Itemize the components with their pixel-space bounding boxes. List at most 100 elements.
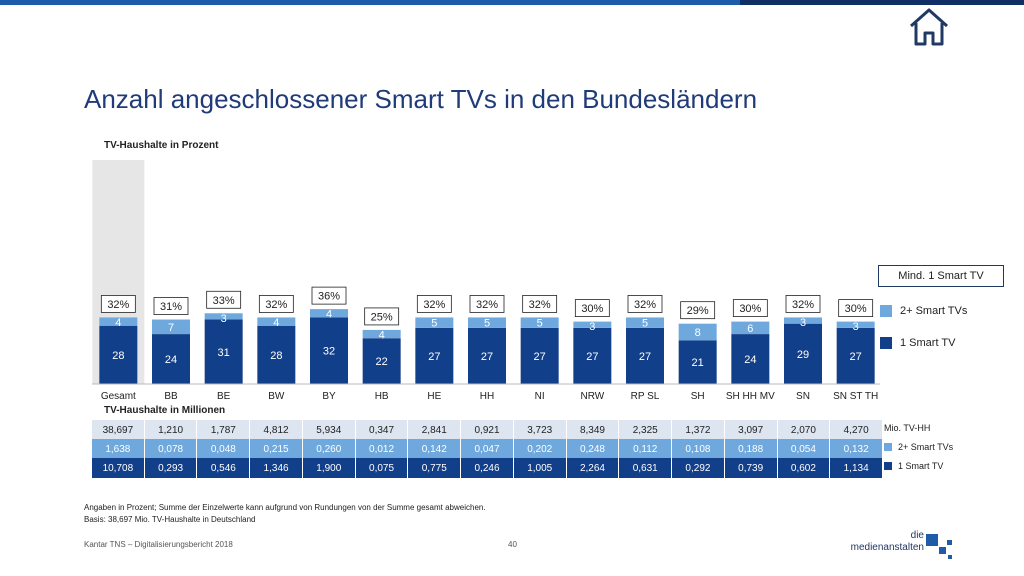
bar-one-smart-tv — [257, 325, 296, 384]
legend-plus-label: 2+ Smart TVs — [900, 305, 968, 317]
top-bar — [0, 0, 1024, 5]
bar-plus-smart-tv — [573, 321, 612, 328]
table-cell-one: 0,739 — [725, 458, 778, 478]
table-cell-total: 0,921 — [461, 420, 514, 440]
total-label-box — [469, 295, 505, 313]
table-cell-plus: 0,215 — [250, 439, 303, 459]
total-label: 32% — [423, 299, 445, 311]
bar-plus-smart-tv — [468, 317, 506, 328]
table-cell-one: 0,602 — [778, 458, 831, 478]
table-cell-plus: 0,260 — [303, 439, 356, 459]
data-label-plus: 8 — [695, 327, 701, 339]
data-label-one: 28 — [112, 350, 124, 362]
total-label: 32% — [634, 299, 656, 311]
total-label-box — [258, 295, 294, 313]
legend-plus: 2+ Smart TVs — [880, 305, 967, 317]
table-cell-total: 3,723 — [514, 420, 567, 440]
data-label-one: 27 — [481, 351, 493, 363]
total-label: 33% — [213, 295, 235, 307]
table-cell-plus: 0,054 — [778, 439, 831, 459]
table-cell-one: 0,075 — [356, 458, 409, 478]
top-bar-accent — [740, 0, 1024, 5]
table-cell-total: 1,210 — [145, 420, 198, 440]
data-label-one: 29 — [797, 349, 809, 361]
table-cell-one: 0,631 — [619, 458, 673, 478]
chart-subtitle: TV-Haushalte in Prozent — [104, 140, 219, 151]
bar-plus-smart-tv — [152, 319, 190, 335]
bar-one-smart-tv — [784, 323, 822, 384]
table-subtitle: TV-Haushalte in Millionen — [104, 405, 226, 416]
data-label-one: 32 — [323, 346, 335, 358]
total-label: 31% — [160, 301, 182, 313]
bar-plus-smart-tv — [520, 317, 559, 328]
bar-plus-smart-tv — [310, 309, 348, 318]
table-cell-one: 0,775 — [408, 458, 462, 478]
total-label: 30% — [581, 303, 603, 315]
total-label: 32% — [107, 299, 129, 311]
category-label: BW — [268, 391, 285, 402]
bar-plus-smart-tv — [204, 313, 243, 320]
note-rounding: Angaben in Prozent; Summe der Einzelwert… — [84, 503, 486, 512]
table-cell-total: 4,270 — [843, 424, 869, 436]
bar-one-smart-tv — [678, 340, 717, 384]
table-cell-plus: 0,202 — [514, 439, 567, 459]
bar-plus-smart-tv — [415, 317, 454, 328]
data-label-plus: 5 — [484, 318, 490, 330]
table-cell-plus: 0,142 — [408, 439, 462, 459]
stacked-bar-chart: 28432%Gesamt24731%BB31333%BE28432%BW3243… — [92, 160, 880, 402]
data-label-one: 21 — [692, 357, 704, 369]
data-label-plus: 3 — [221, 313, 227, 325]
data-label-plus: 7 — [168, 322, 174, 334]
footer-source: Kantar TNS – Digitalisierungsbericht 201… — [84, 540, 233, 549]
table-cell-plus: 0,108 — [672, 439, 725, 459]
table-label-plus-text: 2+ Smart TVs — [898, 442, 954, 452]
table-row-total: 38,697 1,210 1,787 4,812 5,934 0,347 2,841 0,92… — [92, 420, 882, 440]
total-label-box — [732, 299, 768, 318]
bar-plus-smart-tv — [626, 317, 664, 328]
legend-one-swatch — [880, 337, 892, 349]
table-row-plus: 1,638 0,078 0,048 0,215 0,260 0,012 0,142 0,047… — [92, 439, 882, 459]
table-cell-plus: 1,638 — [92, 439, 145, 459]
table-cell-total: 3,097 — [725, 420, 778, 440]
total-label-box — [364, 307, 400, 326]
note-basis: Basis: 38,697 Mio. TV-Haushalte in Deuts… — [84, 515, 256, 524]
total-label-box — [574, 299, 610, 318]
table-cell-plus: 0,132 — [843, 443, 869, 455]
bar-one-smart-tv — [362, 338, 401, 384]
table-label-plus-swatch — [884, 443, 892, 451]
table-cell-total: 1,372 — [672, 420, 725, 440]
table-cell-one: 0,293 — [145, 458, 198, 478]
table-cell-total: 4,812 — [250, 420, 303, 440]
legend-min-one-box: Mind. 1 Smart TV — [878, 265, 1004, 287]
table-label-total-text: Mio. TV-HH — [884, 423, 931, 433]
data-label-one: 28 — [270, 350, 282, 362]
data-label-plus: 4 — [273, 317, 279, 329]
data-label-one: 27 — [586, 351, 598, 363]
total-label-box — [153, 297, 189, 315]
data-label-one: 24 — [165, 354, 177, 366]
category-label: NRW — [580, 391, 604, 402]
bar-plus-smart-tv — [362, 329, 401, 339]
page-number: 40 — [508, 540, 517, 549]
table-label-one-text: 1 Smart TV — [898, 461, 944, 471]
bar-one-smart-tv — [310, 317, 348, 384]
total-label: 29% — [687, 305, 709, 317]
table-cell-one: 10,708 — [92, 458, 145, 478]
table-cell-plus: 0,048 — [197, 439, 251, 459]
table-cell-plus: 0,248 — [567, 439, 620, 459]
data-label-one: 22 — [376, 356, 388, 368]
bar-one-smart-tv — [99, 325, 138, 384]
home-icon[interactable] — [906, 6, 952, 48]
total-label: 32% — [265, 299, 287, 311]
page-title: Anzahl angeschlossener Smart TVs in den … — [84, 84, 758, 114]
bar-one-smart-tv — [415, 327, 454, 384]
total-label-box — [680, 301, 716, 320]
bar-one-smart-tv — [836, 327, 875, 384]
bar-one-smart-tv — [152, 334, 190, 384]
table-cell-plus: 0,012 — [356, 439, 409, 459]
bar-plus-smart-tv — [257, 317, 296, 326]
total-label: 32% — [529, 299, 551, 311]
table-label-one: 1 Smart TV — [884, 461, 943, 471]
category-label: HE — [427, 391, 441, 402]
total-label-box — [100, 295, 136, 313]
